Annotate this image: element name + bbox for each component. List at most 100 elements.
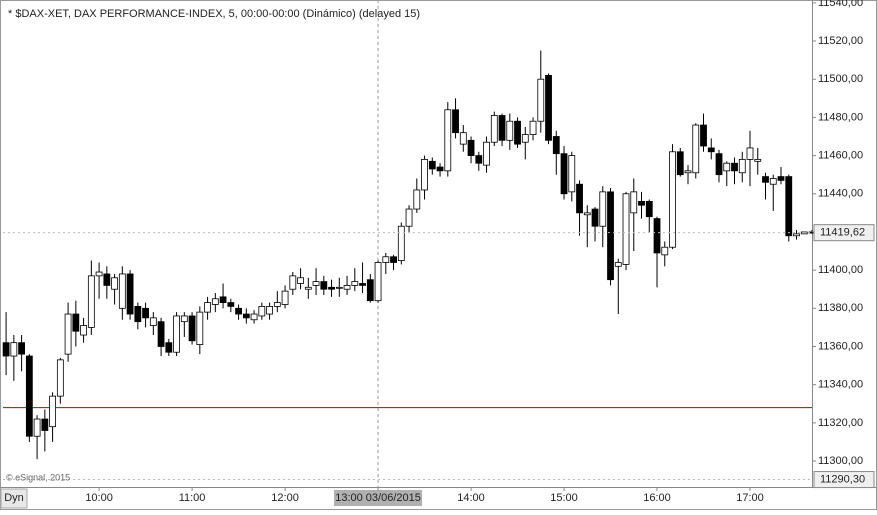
candle-body [25,355,33,437]
candle-body [614,262,622,267]
x-tick-label: 15:00 [550,492,578,504]
x-tick-label: 12:00 [271,492,299,504]
candle-body [754,159,762,162]
y-tick-label: 11400,00 [818,264,863,276]
candle-body [762,176,769,183]
candle-body [793,233,800,237]
price-marker-label: 11419,62 [820,227,865,239]
candle-body [359,283,366,286]
y-tick-label: 11440,00 [818,188,863,200]
candle-body [467,139,475,156]
candle-body [777,176,785,181]
candle-body [537,78,545,122]
candle-body [560,153,568,195]
candle-body [444,109,452,172]
candle-body [56,359,64,397]
candle-body [273,302,281,307]
candle-body [235,307,242,315]
candle-body [583,212,591,216]
candle-body [64,313,72,355]
y-tick-label: 11320,00 [818,417,863,429]
price-marker-box [813,224,875,242]
plot [2,0,816,487]
x-tick-label: 14:00 [457,492,485,504]
candle-body [723,162,731,172]
candle-body [684,170,692,174]
candle-body [738,159,746,174]
y-tick-label: 11380,00 [818,302,863,314]
candle-body [242,313,250,319]
candle-body [351,281,359,286]
candle-body [304,286,312,290]
candle-body [250,313,258,321]
candle-body [405,208,413,227]
candle-body [653,218,661,254]
candle-body [506,120,514,141]
candle-body [320,281,328,290]
candle-body [382,256,390,263]
y-tick-label: 11360,00 [818,340,863,352]
candle-body [165,342,173,353]
mode-label[interactable]: Dyn [4,492,24,504]
candle-body [576,183,583,214]
candle-body [343,285,351,290]
chart-title: * $DAX-XET, DAX PERFORMANCE-INDEX, 5, 00… [8,8,420,20]
candle-body [769,178,777,185]
candle-body [312,281,320,286]
candle-body [87,275,95,328]
candle-body [591,208,599,227]
candle-body [103,273,111,286]
candle-body [490,115,498,143]
candle-body [638,201,645,206]
price-marker-box [813,471,875,489]
y-tick-label: 11520,00 [818,35,863,47]
crosshair-label: 13:00 03/06/2015 [335,492,421,504]
candle-body [196,311,204,345]
candle-body [289,275,297,290]
candle-body [746,147,754,160]
x-tick-label: 16:00 [643,492,671,504]
candle-body [545,75,552,141]
x-tick-label: 10:00 [85,492,113,504]
candle-body [173,315,180,353]
candle-body [475,155,483,164]
candle-body [452,109,459,134]
candle-body [180,315,188,323]
candle-body [366,279,374,302]
candle-body [72,313,80,332]
candle-body [33,418,41,437]
candle-body [529,120,537,135]
candle-body [126,273,134,315]
price-marker-label: 11290,30 [820,473,865,485]
candle-body [715,153,723,176]
candle-body [568,155,576,193]
candle-body [142,307,149,319]
candle-body [111,277,118,290]
candle-body [10,342,18,357]
candle-body [204,302,211,313]
candle-body [692,124,700,174]
crosshair-box [334,490,423,506]
candle-body [397,225,405,261]
candle-body [731,162,738,172]
candle-body [41,418,49,431]
candle-body [421,159,428,191]
candle-body [374,262,382,302]
y-tick-label: 11500,00 [818,73,863,85]
candle-body [266,306,273,315]
candle-body [428,160,436,170]
candle-body [281,290,289,305]
candle-body [219,296,227,303]
candle-body [258,306,266,317]
mode-box[interactable] [0,488,28,509]
x-tick-label: 17:00 [736,492,764,504]
candle-body [622,193,630,265]
candle-body [188,315,196,342]
y-tick-label: 11340,00 [818,379,863,391]
candle-body [552,136,560,155]
candle-body [413,189,421,210]
candle-body [498,115,506,141]
candle-body [459,132,467,145]
